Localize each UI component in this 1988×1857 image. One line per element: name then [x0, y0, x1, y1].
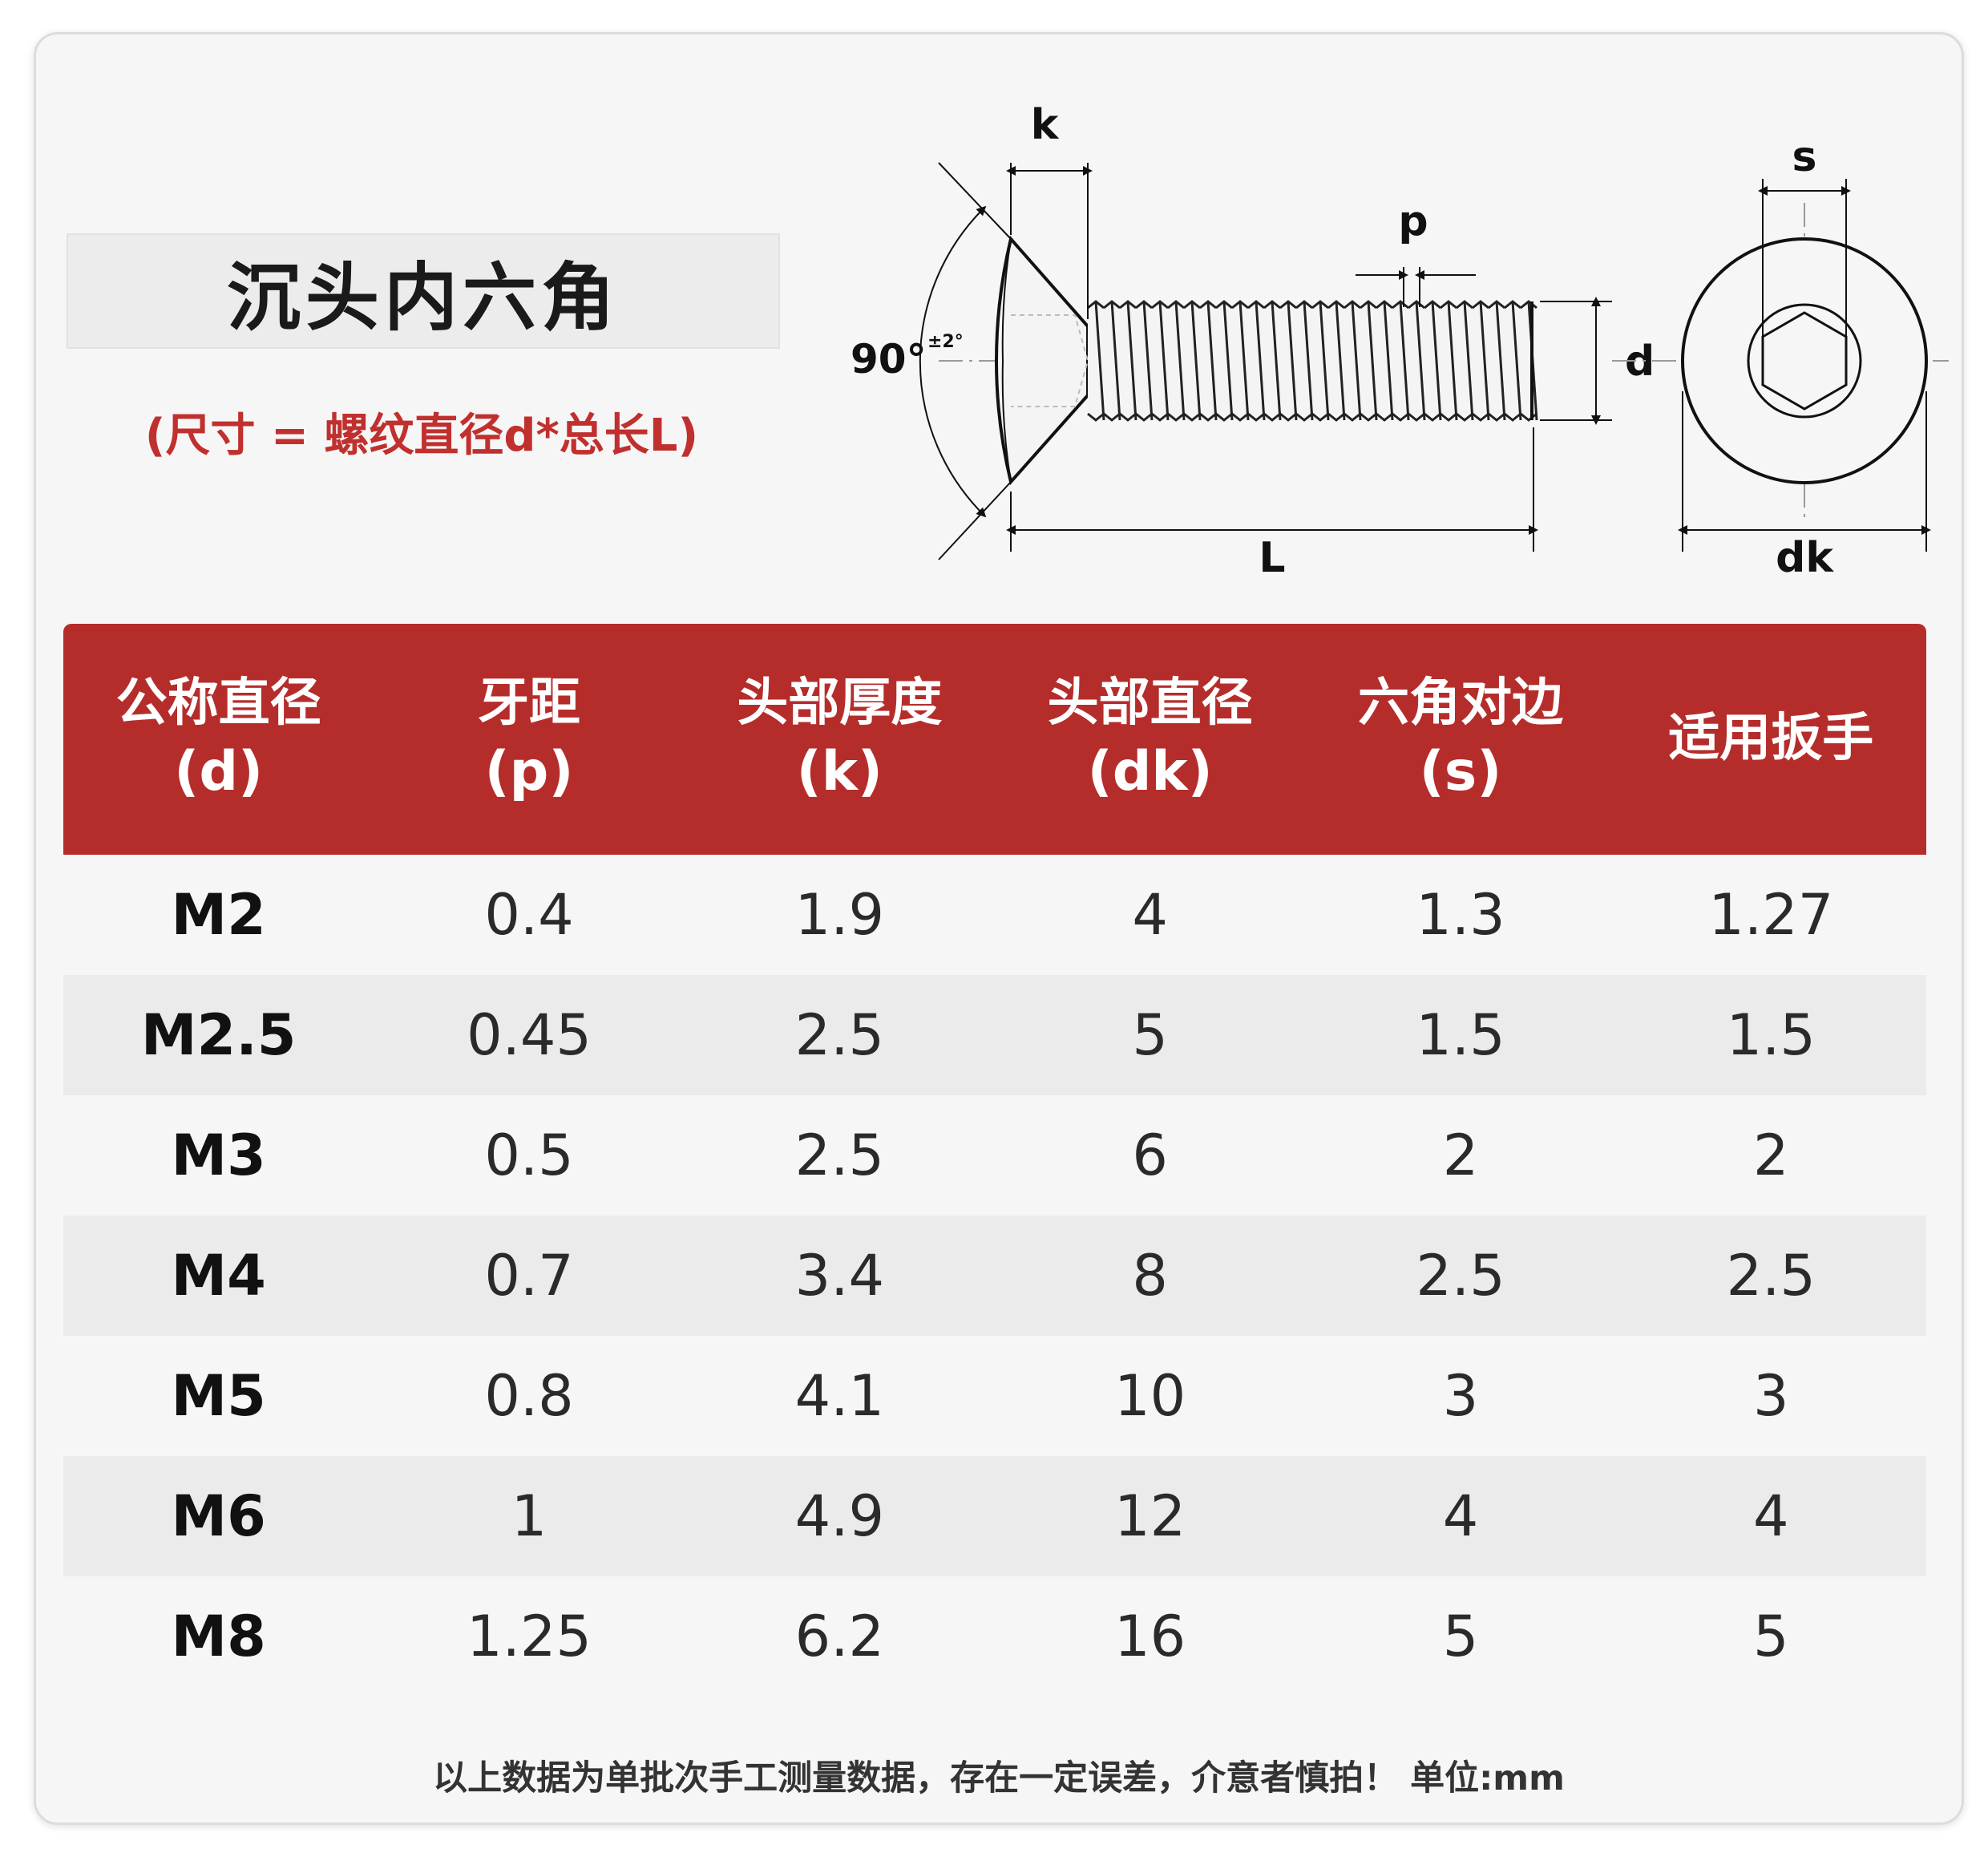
- label-dk: dk: [1776, 534, 1834, 582]
- column-header: 六角对边 (s): [1305, 624, 1615, 855]
- value-cell: 4: [1753, 1483, 1789, 1549]
- table-row: M2.5 0.45 2.5 5 1.5 1.5: [63, 975, 1926, 1095]
- size-cell: M2.5: [140, 1002, 297, 1068]
- value-cell: 10: [1114, 1363, 1186, 1429]
- value-cell: 8: [1132, 1243, 1168, 1309]
- size-cell: M6: [171, 1483, 266, 1549]
- column-header-name: 牙距: [477, 674, 580, 734]
- value-cell: 4.9: [794, 1483, 884, 1549]
- title-box: 沉头内六角: [67, 233, 780, 349]
- value-cell: 5: [1132, 1002, 1168, 1068]
- value-cell: 4.1: [794, 1363, 884, 1429]
- label-p: p: [1398, 197, 1428, 245]
- column-header: 牙距 (p): [374, 624, 684, 855]
- value-cell: 0.5: [484, 1123, 574, 1188]
- value-cell: 1.25: [467, 1604, 592, 1669]
- value-cell: 1: [511, 1483, 548, 1549]
- value-cell: 1.5: [1726, 1002, 1816, 1068]
- thread: [1087, 300, 1538, 422]
- value-cell: 16: [1114, 1604, 1186, 1669]
- value-cell: 3: [1442, 1363, 1479, 1429]
- label-L: L: [1259, 534, 1285, 582]
- table-row: M8 1.25 6.2 16 5 5: [63, 1576, 1926, 1697]
- value-cell: 0.8: [484, 1363, 574, 1429]
- column-header: 适用扳手: [1616, 624, 1926, 855]
- value-cell: 1.9: [794, 882, 884, 948]
- column-header: 头部厚度 (k): [685, 624, 995, 855]
- table-row: M2 0.4 1.9 4 1.3 1.27: [63, 855, 1926, 975]
- label-angle: 90°: [851, 336, 927, 382]
- column-header: 头部直径 (dk): [995, 624, 1305, 855]
- value-cell: 3: [1753, 1363, 1789, 1429]
- value-cell: 0.45: [467, 1002, 592, 1068]
- size-cell: M5: [171, 1363, 266, 1429]
- value-cell: 2.5: [1726, 1243, 1816, 1309]
- footer-note: 以上数据为单批次手工测量数据，存在一定误差，介意者慎拍！ 单位:mm: [433, 1758, 1565, 1798]
- table-row: M5 0.8 4.1 10 3 3: [63, 1336, 1926, 1456]
- table-row: M4 0.7 3.4 8 2.5 2.5: [63, 1216, 1926, 1336]
- column-header-symbol: (k): [796, 740, 883, 804]
- value-cell: 1.5: [1416, 1002, 1505, 1068]
- value-cell: 0.4: [484, 882, 574, 948]
- value-cell: 2: [1753, 1123, 1789, 1188]
- table-row: M6 1 4.9 12 4 4: [63, 1456, 1926, 1576]
- table-header: 公称直径 (d) 牙距 (p) 头部厚度 (k) 头部直径 (dk) 六角对边 (s) 适用扳手: [63, 624, 1926, 855]
- value-cell: 2.5: [794, 1123, 884, 1188]
- column-header-symbol: (dk): [1087, 740, 1213, 804]
- size-cell: M8: [171, 1604, 266, 1669]
- spec-card: 沉头内六角 (尺寸 = 螺纹直径d*总长L) k p d: [34, 32, 1964, 1825]
- head-top-view: [1681, 237, 1928, 484]
- column-header-name: 公称直径: [115, 674, 321, 734]
- screw-diagram: k p d L 90° ±2° s: [851, 101, 1949, 582]
- value-cell: 2: [1442, 1123, 1479, 1188]
- value-cell: 2.5: [1416, 1243, 1505, 1309]
- size-cell: M2: [171, 882, 266, 948]
- size-note: (尺寸 = 螺纹直径d*总长L): [144, 410, 699, 462]
- size-cell: M3: [171, 1123, 266, 1188]
- table-row: M3 0.5 2.5 6 2 2: [63, 1095, 1926, 1216]
- spec-table: 公称直径 (d) 牙距 (p) 头部厚度 (k) 头部直径 (dk) 六角对边 (s) 适用扳手 M…: [63, 624, 1926, 1697]
- value-cell: 0.7: [484, 1243, 574, 1309]
- column-header-name: 头部直径: [1047, 674, 1253, 734]
- label-angle-tol: ±2°: [927, 332, 964, 352]
- column-header-symbol: (s): [1419, 740, 1502, 804]
- page-title: 沉头内六角: [226, 254, 620, 341]
- value-cell: 4: [1132, 882, 1168, 948]
- value-cell: 6.2: [794, 1604, 884, 1669]
- screw-head: [994, 235, 1089, 486]
- value-cell: 5: [1753, 1604, 1789, 1669]
- column-header: 公称直径 (d): [63, 624, 374, 855]
- column-header-name: 头部厚度: [737, 674, 943, 734]
- value-cell: 2.5: [794, 1002, 884, 1068]
- column-header-symbol: (d): [174, 740, 264, 804]
- size-cell: M4: [171, 1243, 266, 1309]
- column-header-symbol: (p): [484, 740, 574, 804]
- column-header-name: 六角对边: [1357, 674, 1563, 734]
- value-cell: 1.27: [1708, 882, 1834, 948]
- column-header-name: 适用扳手: [1668, 709, 1874, 769]
- label-k: k: [1031, 101, 1060, 149]
- table-body: M2 0.4 1.9 4 1.3 1.27 M2.5 0.45 2.5 5 1.5 1.5 M3 0.5 2…: [63, 855, 1926, 1697]
- value-cell: 3.4: [794, 1243, 884, 1309]
- value-cell: 5: [1442, 1604, 1479, 1669]
- value-cell: 12: [1114, 1483, 1186, 1549]
- value-cell: 6: [1132, 1123, 1168, 1188]
- value-cell: 1.3: [1416, 882, 1505, 948]
- label-s: s: [1792, 133, 1817, 181]
- value-cell: 4: [1442, 1483, 1479, 1549]
